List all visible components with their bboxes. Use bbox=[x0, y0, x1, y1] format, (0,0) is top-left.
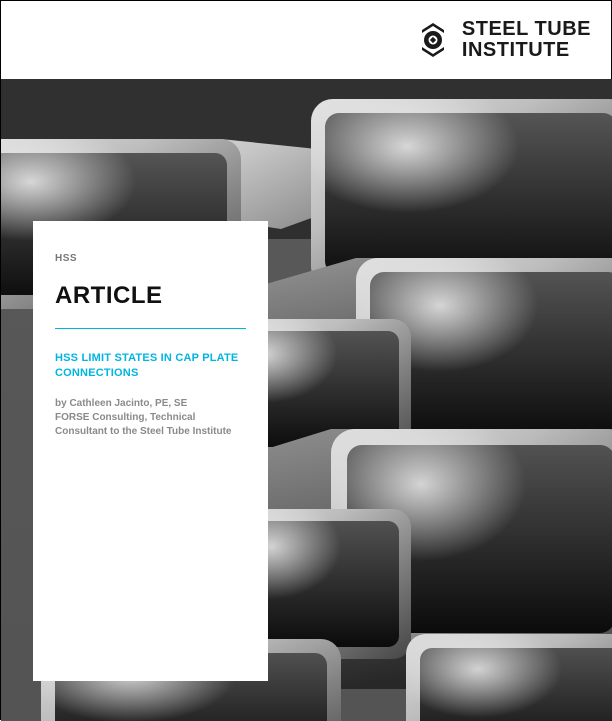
brand-line-2: INSTITUTE bbox=[462, 40, 591, 61]
brand-name: STEEL TUBE INSTITUTE bbox=[462, 19, 591, 61]
card-title: ARTICLE bbox=[55, 282, 246, 310]
brand-line-1: STEEL TUBE bbox=[462, 19, 591, 40]
card-kicker: HSS bbox=[55, 253, 246, 264]
brand-mark-icon bbox=[414, 21, 452, 59]
byline-author: by Cathleen Jacinto, PE, SE bbox=[55, 397, 246, 411]
card-subtitle: HSS LIMIT STATES IN CAP PLATE CONNECTION… bbox=[55, 351, 246, 381]
article-card: HSS ARTICLE HSS LIMIT STATES IN CAP PLAT… bbox=[33, 221, 268, 681]
byline-affiliation: FORSE Consulting, Technical Consultant t… bbox=[55, 411, 246, 439]
card-divider bbox=[55, 328, 246, 329]
page-header: STEEL TUBE INSTITUTE bbox=[1, 1, 611, 79]
card-byline: by Cathleen Jacinto, PE, SE FORSE Consul… bbox=[55, 397, 246, 439]
brand-logo: STEEL TUBE INSTITUTE bbox=[414, 19, 591, 61]
